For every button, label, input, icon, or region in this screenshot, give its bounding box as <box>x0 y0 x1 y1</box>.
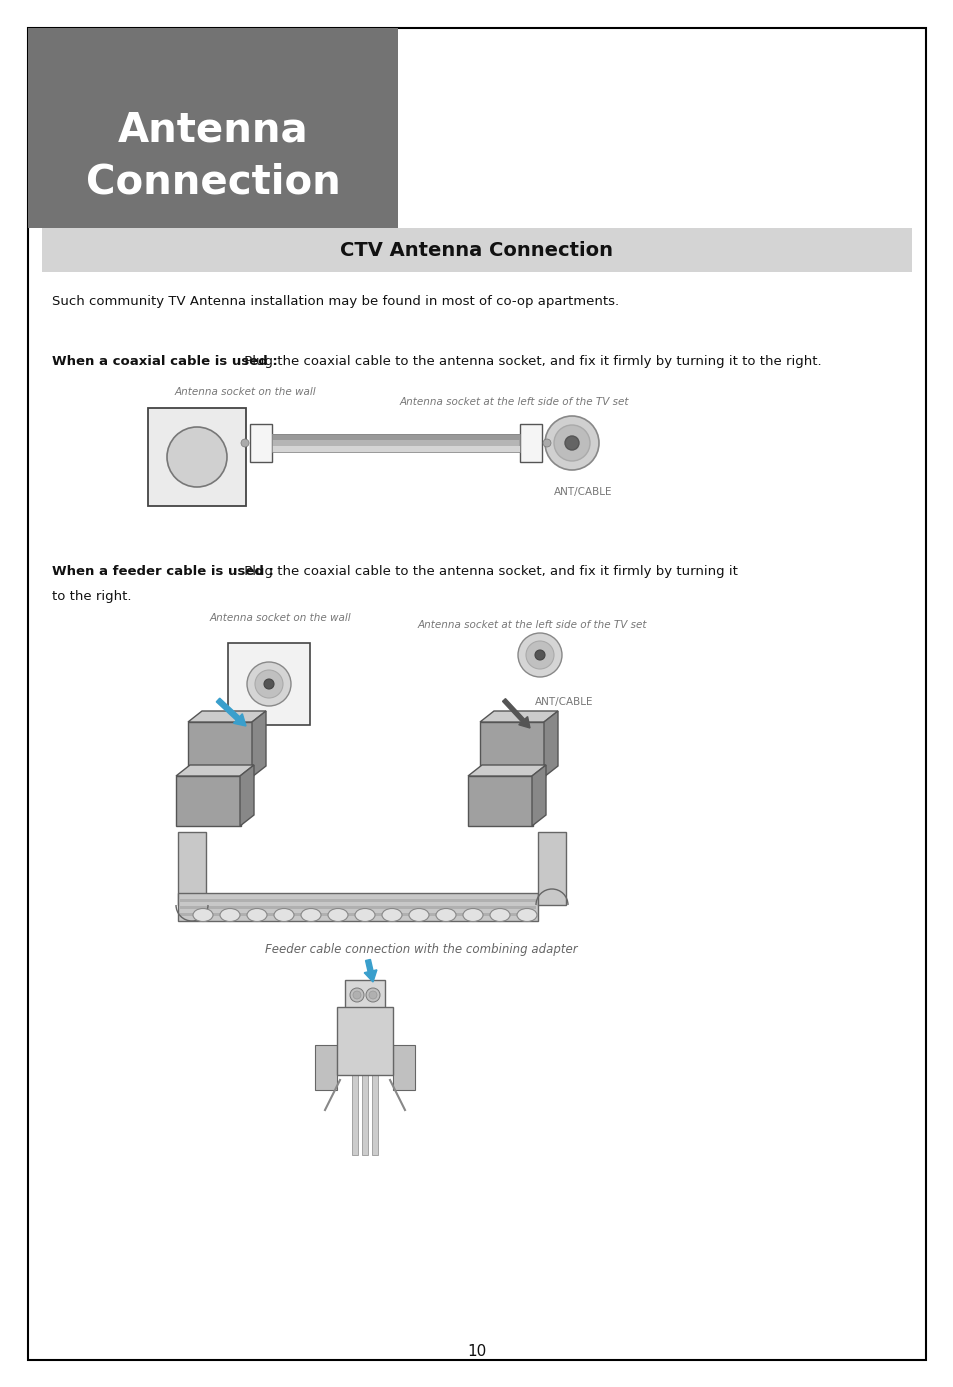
Text: 10: 10 <box>467 1344 486 1359</box>
Text: Antenna socket on the wall: Antenna socket on the wall <box>174 387 316 397</box>
Circle shape <box>254 670 283 698</box>
FancyArrow shape <box>502 699 530 728</box>
Text: Antenna: Antenna <box>117 110 308 150</box>
Text: Plug the coaxial cable to the antenna socket, and fix it firmly by turning it to: Plug the coaxial cable to the antenna so… <box>240 355 821 368</box>
Bar <box>314 1044 336 1090</box>
Text: ANT/CABLE: ANT/CABLE <box>554 487 612 497</box>
FancyArrow shape <box>364 960 376 982</box>
Text: Antenna socket at the left side of the TV set: Antenna socket at the left side of the T… <box>417 620 647 630</box>
Circle shape <box>369 990 376 999</box>
Bar <box>537 832 565 904</box>
Ellipse shape <box>517 908 537 921</box>
Text: Connection: Connection <box>86 164 340 203</box>
Bar <box>272 434 519 452</box>
Ellipse shape <box>247 908 267 921</box>
Text: Such community TV Antenna installation may be found in most of co-op apartments.: Such community TV Antenna installation m… <box>52 295 618 308</box>
Polygon shape <box>175 766 253 775</box>
Bar <box>468 775 533 827</box>
Ellipse shape <box>274 908 294 921</box>
Bar <box>188 723 253 777</box>
Circle shape <box>535 651 544 660</box>
Ellipse shape <box>409 908 429 921</box>
Text: When a coaxial cable is used :: When a coaxial cable is used : <box>52 355 277 368</box>
Text: to the right.: to the right. <box>52 589 132 603</box>
Circle shape <box>353 990 360 999</box>
Circle shape <box>177 437 216 477</box>
Bar <box>361 1075 368 1155</box>
Bar <box>519 424 541 462</box>
Circle shape <box>167 427 227 487</box>
Bar <box>370 985 375 1040</box>
Polygon shape <box>479 712 558 723</box>
Text: ANT/CABLE: ANT/CABLE <box>535 698 593 707</box>
Ellipse shape <box>193 908 213 921</box>
Ellipse shape <box>436 908 456 921</box>
Circle shape <box>264 680 274 689</box>
Ellipse shape <box>490 908 510 921</box>
Text: Feeder cable connection with the combining adapter: Feeder cable connection with the combini… <box>265 943 577 956</box>
Polygon shape <box>188 712 266 723</box>
Circle shape <box>189 449 205 465</box>
Bar <box>180 913 536 915</box>
Ellipse shape <box>355 908 375 921</box>
Bar <box>228 644 310 725</box>
Ellipse shape <box>328 908 348 921</box>
Circle shape <box>241 440 249 447</box>
Bar <box>354 985 359 1040</box>
Circle shape <box>544 416 598 470</box>
Bar <box>178 893 537 921</box>
Bar <box>42 227 911 272</box>
Ellipse shape <box>462 908 482 921</box>
Bar <box>180 906 536 908</box>
Circle shape <box>517 632 561 677</box>
Circle shape <box>564 436 578 449</box>
Circle shape <box>366 988 379 1001</box>
Bar <box>345 981 385 1010</box>
Circle shape <box>247 662 291 706</box>
Bar <box>272 434 519 440</box>
Circle shape <box>350 988 364 1001</box>
Bar <box>272 447 519 452</box>
Bar <box>352 1075 357 1155</box>
Bar <box>250 424 272 462</box>
Text: Antenna socket on the wall: Antenna socket on the wall <box>210 613 352 623</box>
Bar <box>148 408 246 506</box>
Ellipse shape <box>381 908 401 921</box>
Polygon shape <box>532 766 545 827</box>
Bar <box>28 28 397 227</box>
Ellipse shape <box>301 908 320 921</box>
Polygon shape <box>240 766 253 827</box>
Circle shape <box>554 424 589 460</box>
Text: CTV Antenna Connection: CTV Antenna Connection <box>340 240 613 259</box>
Bar <box>372 1075 377 1155</box>
Bar <box>336 1007 393 1075</box>
Bar <box>180 899 536 902</box>
Bar <box>175 775 241 827</box>
Bar <box>178 832 206 904</box>
Ellipse shape <box>220 908 240 921</box>
Polygon shape <box>252 712 266 777</box>
FancyArrow shape <box>216 698 246 725</box>
Circle shape <box>542 440 551 447</box>
Text: When a feeder cable is used :: When a feeder cable is used : <box>52 565 274 578</box>
Text: Plug the coaxial cable to the antenna socket, and fix it firmly by turning it: Plug the coaxial cable to the antenna so… <box>240 565 737 578</box>
Text: Antenna socket at the left side of the TV set: Antenna socket at the left side of the T… <box>399 397 629 406</box>
Circle shape <box>525 641 554 669</box>
Bar <box>393 1044 415 1090</box>
Polygon shape <box>468 766 545 775</box>
Bar <box>272 434 519 452</box>
Bar <box>479 723 544 777</box>
Polygon shape <box>543 712 558 777</box>
